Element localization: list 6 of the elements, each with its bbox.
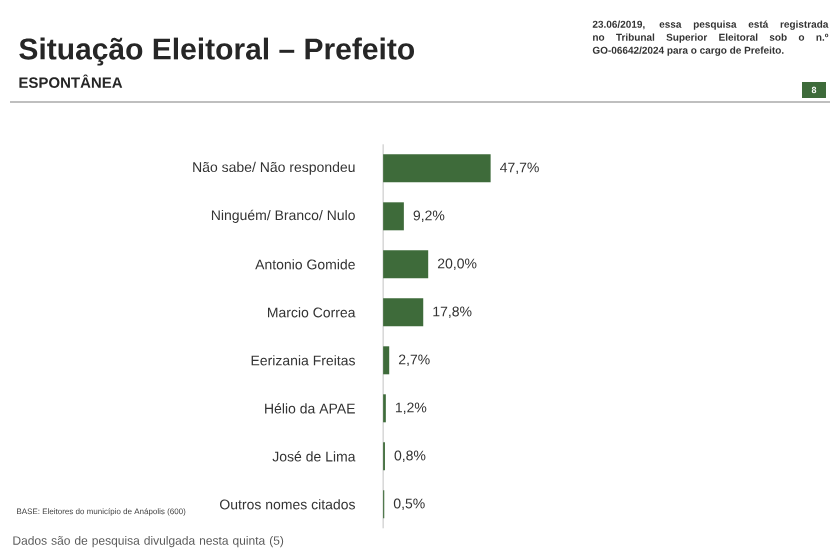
chart-title: Situação Eleitoral – Prefeito (19, 37, 415, 66)
bar (383, 250, 429, 279)
bar (383, 154, 491, 183)
bar (383, 298, 424, 327)
bar (383, 202, 404, 231)
bar (383, 346, 390, 375)
